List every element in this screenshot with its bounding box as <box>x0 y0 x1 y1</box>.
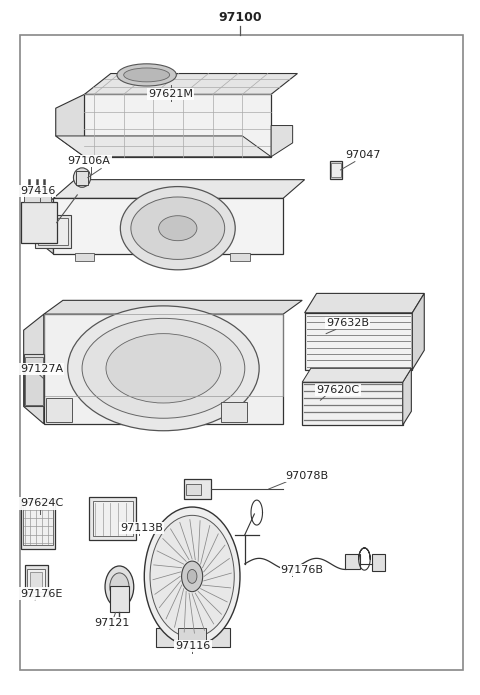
Polygon shape <box>24 314 44 424</box>
Polygon shape <box>271 126 293 157</box>
Text: 97621M: 97621M <box>148 89 193 99</box>
Bar <box>372 554 385 571</box>
Polygon shape <box>56 136 271 157</box>
Ellipse shape <box>82 318 245 418</box>
Bar <box>156 628 230 647</box>
Text: 97100: 97100 <box>218 11 262 24</box>
Bar <box>178 628 206 647</box>
Polygon shape <box>412 293 424 370</box>
Bar <box>230 253 250 261</box>
Text: 97620C: 97620C <box>317 384 360 395</box>
Bar <box>76 171 88 184</box>
Text: 97176B: 97176B <box>281 565 324 575</box>
Polygon shape <box>53 198 283 254</box>
Bar <box>331 163 341 177</box>
Polygon shape <box>24 354 44 407</box>
Bar <box>221 402 247 423</box>
Bar <box>330 161 342 179</box>
Text: 97624C: 97624C <box>20 498 63 509</box>
Bar <box>38 218 68 245</box>
Bar <box>186 484 201 496</box>
Bar <box>183 480 211 499</box>
Bar <box>110 586 129 612</box>
Ellipse shape <box>120 186 235 270</box>
Ellipse shape <box>131 197 225 259</box>
Polygon shape <box>32 198 53 254</box>
Bar <box>75 253 94 261</box>
Text: 97078B: 97078B <box>286 471 329 481</box>
Bar <box>89 498 136 540</box>
Ellipse shape <box>110 573 129 600</box>
Text: 97106A: 97106A <box>68 156 110 166</box>
Ellipse shape <box>105 566 134 607</box>
Ellipse shape <box>117 64 176 86</box>
Bar <box>30 572 42 587</box>
Ellipse shape <box>68 306 259 431</box>
Text: 97113B: 97113B <box>120 523 163 533</box>
Bar <box>302 382 403 425</box>
Polygon shape <box>84 95 271 157</box>
Text: 97176E: 97176E <box>20 589 62 598</box>
Text: 97416: 97416 <box>20 186 55 196</box>
Polygon shape <box>56 95 84 157</box>
Bar <box>24 565 48 596</box>
Bar <box>24 357 43 405</box>
Ellipse shape <box>124 68 169 82</box>
Text: 97047: 97047 <box>345 150 381 161</box>
Bar <box>21 499 55 548</box>
Polygon shape <box>403 368 411 425</box>
Text: 97116: 97116 <box>175 641 211 651</box>
Bar <box>93 502 133 536</box>
Polygon shape <box>84 74 298 95</box>
Polygon shape <box>44 300 302 314</box>
Ellipse shape <box>158 215 197 240</box>
Polygon shape <box>305 293 424 313</box>
Bar <box>23 502 53 545</box>
Bar <box>305 313 412 370</box>
Bar <box>46 398 72 423</box>
Bar <box>345 554 360 569</box>
Ellipse shape <box>106 334 221 403</box>
Ellipse shape <box>150 516 234 637</box>
Bar <box>27 569 45 592</box>
Ellipse shape <box>187 569 197 583</box>
Text: 97121: 97121 <box>94 618 130 628</box>
Bar <box>21 202 57 243</box>
Ellipse shape <box>181 561 203 591</box>
Text: 97127A: 97127A <box>20 364 63 374</box>
Polygon shape <box>302 368 411 382</box>
Polygon shape <box>44 314 283 424</box>
Bar <box>24 189 51 202</box>
Bar <box>35 215 71 248</box>
Ellipse shape <box>73 168 91 187</box>
Ellipse shape <box>144 507 240 646</box>
Polygon shape <box>53 179 305 198</box>
Text: 97632B: 97632B <box>326 318 369 328</box>
